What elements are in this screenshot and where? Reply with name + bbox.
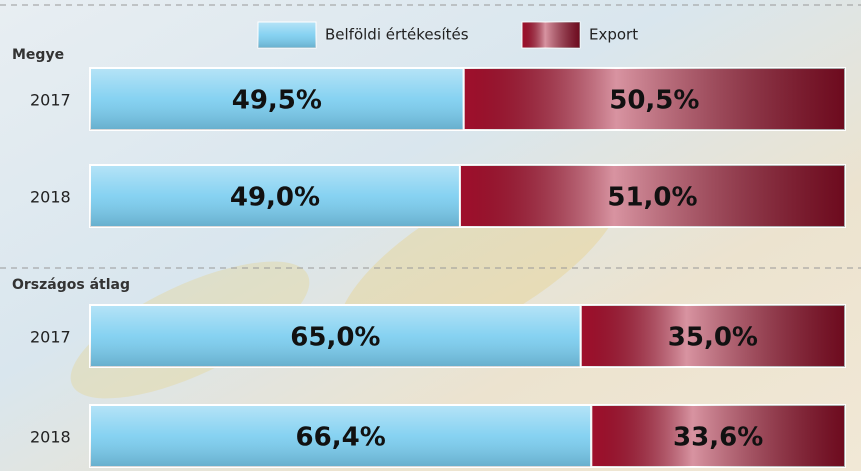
legend-shine xyxy=(522,22,580,48)
y-tick-label: 2018 xyxy=(30,188,71,207)
value-label: 49,5% xyxy=(232,86,322,116)
legend-label: Belföldi értékesítés xyxy=(325,26,469,44)
y-tick-label: 2017 xyxy=(30,328,71,347)
value-label: 65,0% xyxy=(290,323,380,353)
value-label: 49,0% xyxy=(230,183,320,213)
value-label: 33,6% xyxy=(673,423,763,453)
legend-shine xyxy=(258,22,316,48)
value-label: 50,5% xyxy=(609,86,699,116)
value-label: 51,0% xyxy=(607,183,697,213)
legend-label: Export xyxy=(589,26,638,44)
value-label: 66,4% xyxy=(296,423,386,453)
group-title: Országos átlag xyxy=(12,277,130,293)
chart: Belföldi értékesítés Export Megye 2017 49,5%… xyxy=(0,0,861,471)
y-tick-label: 2018 xyxy=(30,428,71,447)
group-title: Megye xyxy=(12,47,64,63)
value-label: 35,0% xyxy=(668,323,758,353)
y-tick-label: 2017 xyxy=(30,91,71,110)
